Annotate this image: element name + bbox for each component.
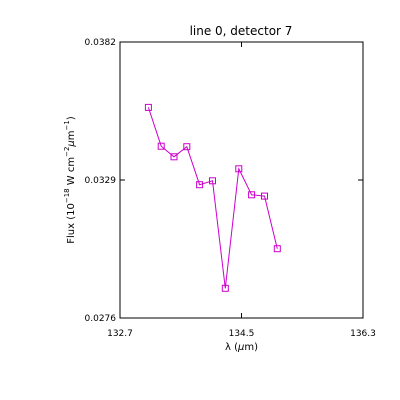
y-tick-label: 0.0382 (85, 38, 117, 48)
chart-title: line 0, detector 7 (190, 24, 293, 38)
plot-frame (119, 41, 364, 319)
data-point-marker (261, 192, 268, 200)
data-point-marker (170, 153, 178, 161)
data-point-marker (209, 177, 216, 185)
data-point-marker (183, 143, 191, 151)
data-point-marker (248, 191, 256, 199)
data-point-marker (144, 103, 152, 111)
y-axis-label: Flux (10−18 W cm−2μm−1) (63, 116, 77, 244)
x-axis: 132.7 134.5 136.3 λ (μm) (107, 42, 376, 353)
data-point-marker (157, 142, 165, 150)
x-axis-label: λ (μm) (225, 342, 258, 353)
data-point-marker (273, 245, 281, 253)
x-tick-label: 136.3 (350, 329, 376, 339)
y-tick-label: 0.0276 (85, 314, 117, 324)
series-layer (144, 103, 281, 292)
y-tick-label: 0.0329 (85, 176, 117, 186)
series-line (147, 107, 278, 289)
data-point-marker (196, 181, 204, 189)
x-tick-label: 134.5 (229, 329, 255, 339)
y-axis: 0.0382 0.0329 0.0276 Flux (10−18 W cm−2μ… (63, 38, 363, 324)
data-point-marker (221, 284, 229, 292)
x-tick-label: 132.7 (107, 329, 133, 339)
data-point-marker (235, 165, 243, 173)
